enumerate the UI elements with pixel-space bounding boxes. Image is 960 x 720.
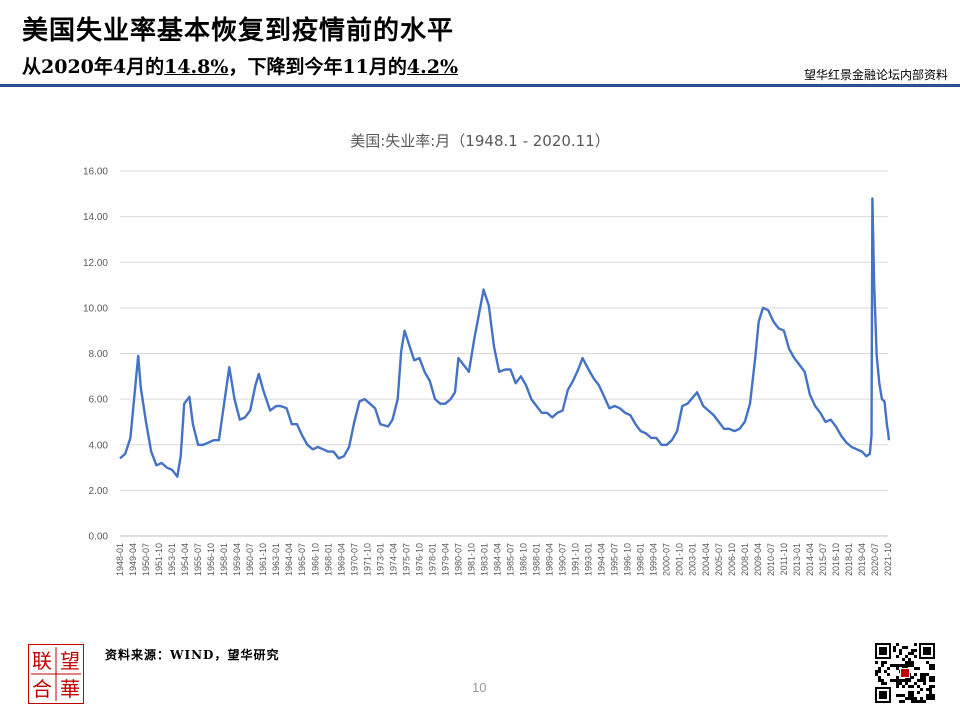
x-tick-label: 1969-04 [336, 543, 346, 576]
x-tick-label: 2016-10 [831, 543, 841, 576]
y-tick-label: 6.00 [89, 395, 109, 406]
x-tick-label: 1958-01 [219, 543, 229, 576]
x-tick-label: 1965-07 [297, 543, 307, 576]
qr-code-icon [874, 642, 936, 704]
x-tick-label: 2005-07 [714, 543, 724, 576]
y-gridlines [120, 170, 888, 537]
internal-note: 望华红景金融论坛内部资料 [803, 68, 948, 82]
x-tick-label: 1995-07 [610, 543, 620, 576]
x-tick-label: 2021-10 [883, 543, 893, 576]
y-tick-labels: 0.00 2.00 4.00 6.00 8.00 10.00 12.00 14.00 16.00 [83, 167, 108, 543]
y-tick-label: 0.00 [89, 532, 109, 543]
x-tick-label: 1998-01 [636, 543, 646, 576]
x-tick-label: 2020-07 [870, 543, 880, 576]
subtitle-value-latest: 4.2% [406, 56, 459, 78]
y-tick-label: 16.00 [83, 167, 108, 178]
chart-title: 美国:失业率:月（1948.1 - 2020.11） [350, 132, 610, 150]
x-tick-label: 2015-07 [818, 543, 828, 576]
x-tick-label: 2008-01 [740, 543, 750, 576]
x-tick-label: 2009-04 [753, 543, 763, 576]
x-tick-label: 1981-10 [467, 543, 477, 576]
x-tick-label: 2004-04 [701, 543, 711, 576]
x-tick-label: 1968-01 [323, 543, 333, 576]
x-tick-label: 1955-07 [193, 543, 203, 576]
x-tick-label: 1970-07 [349, 543, 359, 576]
x-tick-label: 1985-07 [506, 543, 516, 576]
x-tick-label: 1953-01 [167, 543, 177, 576]
unemployment-line-chart: 美国:失业率:月（1948.1 - 2020.11） 0.00 2.00 4.00 6… [83, 132, 893, 576]
x-tick-label: 1999-04 [649, 543, 659, 576]
y-tick-label: 2.00 [89, 486, 109, 497]
subtitle-part-1: 从2020年4月的 [22, 56, 165, 78]
x-tick-label: 2003-01 [688, 543, 698, 576]
x-tick-label: 1986-10 [519, 543, 529, 576]
x-tick-label: 1991-10 [571, 543, 581, 576]
x-tick-label: 1996-10 [623, 543, 633, 576]
y-tick-label: 14.00 [83, 212, 108, 223]
subtitle-value-peak: 14.8% [164, 56, 229, 78]
x-tick-label: 1961-10 [258, 543, 268, 576]
x-tick-label: 1948-01 [115, 543, 125, 576]
x-tick-label: 1966-10 [310, 543, 320, 576]
x-tick-label: 1960-07 [245, 543, 255, 576]
x-tick-label: 1984-04 [493, 543, 503, 576]
x-tick-label: 1975-07 [401, 543, 411, 576]
y-tick-label: 10.00 [83, 303, 108, 314]
x-tick-label: 1951-10 [154, 543, 164, 576]
x-tick-label: 1993-01 [584, 543, 594, 576]
logo-char-2: 望 [60, 649, 80, 673]
x-tick-label: 2006-10 [727, 543, 737, 576]
data-source-note: 资料来源：WIND，望华研究 [105, 648, 280, 662]
x-tick-label: 1978-01 [427, 543, 437, 576]
x-tick-label: 2001-10 [675, 543, 685, 576]
x-tick-label: 1983-01 [480, 543, 490, 576]
x-tick-label: 1954-04 [180, 543, 190, 576]
x-tick-label: 1974-04 [388, 543, 398, 576]
y-tick-label: 12.00 [83, 258, 108, 269]
x-tick-label: 2011-10 [779, 543, 789, 575]
x-tick-label: 2018-01 [844, 543, 854, 576]
logo-char-3: 合 [32, 677, 52, 701]
x-tick-label: 1950-07 [141, 543, 151, 576]
x-tick-label: 1990-07 [558, 543, 568, 576]
page-subtitle: 从2020年4月的14.8%，下降到今年11月的4.2% [22, 52, 458, 79]
y-tick-label: 8.00 [89, 349, 109, 360]
page-title: 美国失业率基本恢复到疫情前的水平 [22, 16, 455, 46]
x-tick-label: 1973-01 [375, 543, 385, 576]
lianhe-wanghua-logo: 联 望 合 華 [28, 644, 84, 704]
x-tick-label: 1971-10 [362, 543, 372, 576]
x-tick-label: 1976-10 [414, 543, 424, 576]
x-tick-label: 2010-07 [766, 543, 776, 576]
x-tick-label: 1964-04 [284, 543, 294, 576]
x-tick-label: 1963-01 [271, 543, 281, 576]
x-tick-label: 1979-04 [440, 543, 450, 576]
logo-char-4: 華 [60, 677, 80, 701]
x-tick-label: 2000-07 [662, 543, 672, 576]
x-tick-label: 1959-04 [232, 543, 242, 576]
x-tick-label: 1994-04 [597, 543, 607, 576]
x-tick-label: 1988-01 [532, 543, 542, 576]
x-tick-label: 1980-07 [453, 543, 463, 576]
subtitle-part-2: ，下降到今年11月的 [228, 56, 407, 78]
x-tick-labels: 1948-01 1949-04 1950-07 1951-10 1953-01 1954-… [115, 543, 893, 576]
x-tick-label: 2019-04 [857, 543, 867, 576]
series-line-unemployment-rate [119, 197, 891, 478]
x-tick-label: 1956-10 [206, 543, 216, 576]
x-tick-label: 1989-04 [545, 543, 555, 576]
header-divider [0, 84, 960, 87]
x-tick-label: 2013-01 [792, 543, 802, 576]
x-tick-label: 2014-04 [805, 543, 815, 576]
logo-char-1: 联 [32, 649, 52, 673]
page-number: 10 [472, 680, 487, 695]
y-tick-label: 4.00 [89, 440, 109, 451]
x-tick-label: 1949-04 [128, 543, 138, 576]
